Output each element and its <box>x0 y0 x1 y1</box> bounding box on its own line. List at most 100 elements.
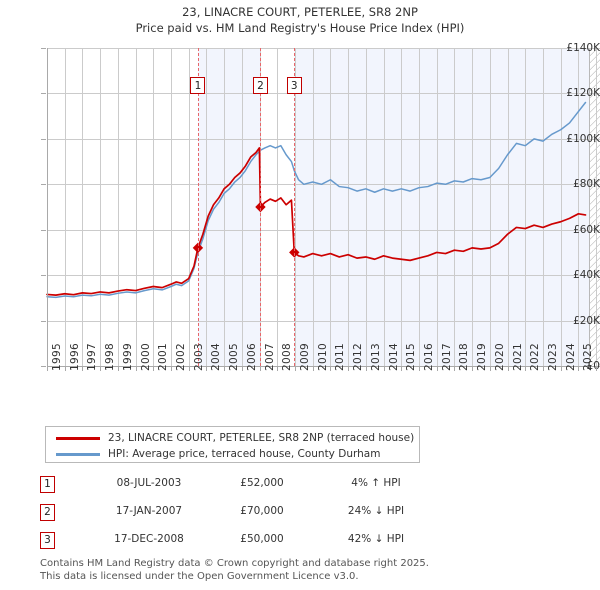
gridline-horizontal <box>47 229 600 231</box>
series-line <box>46 101 587 299</box>
transaction-index-2: 2 <box>40 504 55 521</box>
x-axis-tick-label: 2016 <box>422 343 435 371</box>
gridline-vertical <box>578 48 580 366</box>
transaction-index-1: 1 <box>40 476 55 493</box>
transaction-hpi-2: 24% ↓ HPI <box>347 505 405 517</box>
table-row: 1 08-JUL-2003 £52,000 4% ↑ HPI <box>40 476 460 498</box>
x-axis-tick-label: 2015 <box>405 343 418 371</box>
x-axis-tick-label: 2001 <box>157 343 170 371</box>
event-line-1 <box>197 48 199 366</box>
gridline-vertical <box>188 48 190 366</box>
legend-item-price-paid: 23, LINACRE COURT, PETERLEE, SR8 2NP (te… <box>46 429 419 447</box>
x-axis-tick-label: 2024 <box>564 343 577 371</box>
x-axis-tick-label: 1997 <box>86 343 99 371</box>
no-data-hatched-region <box>589 48 600 366</box>
gridline-vertical <box>560 48 562 366</box>
gridline-vertical <box>64 48 66 366</box>
x-axis-tick <box>224 367 226 371</box>
x-axis-tick <box>241 367 243 371</box>
x-axis-tick <box>560 367 562 371</box>
x-axis-tick <box>507 367 509 371</box>
gridline-vertical <box>170 48 172 366</box>
gridline-vertical <box>454 48 456 366</box>
x-axis-tick <box>188 367 190 371</box>
x-axis-tick-label: 1998 <box>104 343 117 371</box>
y-axis-tick-label: £120K <box>566 87 600 100</box>
x-axis-tick <box>489 367 491 371</box>
x-axis-line <box>47 366 600 367</box>
y-axis-tick <box>41 366 46 367</box>
x-axis-tick <box>525 367 527 371</box>
ownership-shaded-band-1 <box>197 48 261 366</box>
y-axis-tick <box>41 138 46 140</box>
gridline-vertical <box>153 48 155 366</box>
x-axis-tick <box>82 367 84 371</box>
transaction-date-1: 08-JUL-2003 <box>116 477 182 489</box>
gridline-horizontal <box>47 48 600 49</box>
x-axis-tick-label: 1999 <box>121 343 134 371</box>
gridline-vertical <box>277 48 279 366</box>
x-axis-tick <box>596 367 598 371</box>
event-badge-2[interactable]: 2 <box>252 77 268 94</box>
x-axis-tick-label: 2011 <box>334 343 347 371</box>
transaction-index-3: 3 <box>40 532 55 549</box>
gridline-horizontal <box>47 275 600 277</box>
x-axis-tick-label: 1995 <box>51 343 63 371</box>
copyright-footer: Contains HM Land Registry data © Crown c… <box>40 558 580 583</box>
x-axis-tick <box>100 367 102 371</box>
footer-line-1: Contains HM Land Registry data © Crown c… <box>40 558 429 569</box>
chart-plot-area: 1 2 3 <box>46 48 600 367</box>
gridline-vertical <box>100 48 102 366</box>
x-axis-tick <box>294 367 296 371</box>
y-axis-tick-label: £20K <box>573 314 600 327</box>
x-axis-tick-label: 2012 <box>352 343 365 371</box>
x-axis-tick-label: 2003 <box>192 343 205 371</box>
chart-legend: 23, LINACRE COURT, PETERLEE, SR8 2NP (te… <box>45 426 420 463</box>
x-axis-tick-label: 2009 <box>298 343 311 371</box>
x-axis-tick-label: 2018 <box>458 343 471 371</box>
x-axis-tick-label: 2014 <box>387 343 400 371</box>
transaction-date-2: 17-JAN-2007 <box>115 505 183 517</box>
x-axis-tick <box>418 367 420 371</box>
event-line-2 <box>260 48 262 366</box>
x-axis-tick <box>383 367 385 371</box>
footer-line-2: This data is licensed under the Open Gov… <box>40 570 359 582</box>
x-axis-tick-label: 2021 <box>511 343 524 371</box>
y-axis-line <box>47 48 48 367</box>
x-axis-tick <box>454 367 456 371</box>
gridline-horizontal <box>47 93 600 95</box>
table-row: 3 17-DEC-2008 £50,000 42% ↓ HPI <box>40 532 460 554</box>
x-axis-tick-label: 2005 <box>228 343 241 371</box>
event-badge-1[interactable]: 1 <box>190 77 206 94</box>
transaction-price-1: £52,000 <box>240 477 284 489</box>
x-axis-tick-label: 2020 <box>493 343 506 371</box>
gridline-horizontal <box>47 184 600 186</box>
x-axis-tick-label: 2013 <box>369 343 382 371</box>
gridline-vertical <box>365 48 367 366</box>
chart-subtitle: Price paid vs. HM Land Registry's House … <box>135 21 465 35</box>
y-axis-tick <box>41 229 46 231</box>
x-axis-tick-label: 2010 <box>316 343 329 371</box>
transaction-date-3: 17-DEC-2008 <box>114 533 184 545</box>
gridline-vertical <box>206 48 208 366</box>
x-axis-tick-label: 2006 <box>245 343 258 371</box>
x-axis-tick-label: 2022 <box>529 343 542 371</box>
y-axis-tick-label: £0 <box>586 360 600 372</box>
y-axis-tick-label: £40K <box>573 269 600 282</box>
gridline-vertical <box>383 48 385 366</box>
x-axis-tick <box>365 367 367 371</box>
ownership-shaded-band-2 <box>294 48 589 366</box>
transaction-hpi-3: 42% ↓ HPI <box>347 533 405 545</box>
event-badge-3[interactable]: 3 <box>286 77 302 94</box>
y-axis-tick <box>41 320 46 322</box>
gridline-vertical <box>82 48 84 366</box>
x-axis-tick-label: 2000 <box>139 343 152 371</box>
gridline-vertical <box>472 48 474 366</box>
x-axis-tick <box>64 367 66 371</box>
x-axis-tick <box>259 367 261 371</box>
y-axis-tick-label: £60K <box>573 223 600 236</box>
x-axis-tick <box>472 367 474 371</box>
x-axis-tick <box>170 367 172 371</box>
table-row: 2 17-JAN-2007 £70,000 24% ↓ HPI <box>40 504 460 526</box>
series-line <box>46 147 587 296</box>
